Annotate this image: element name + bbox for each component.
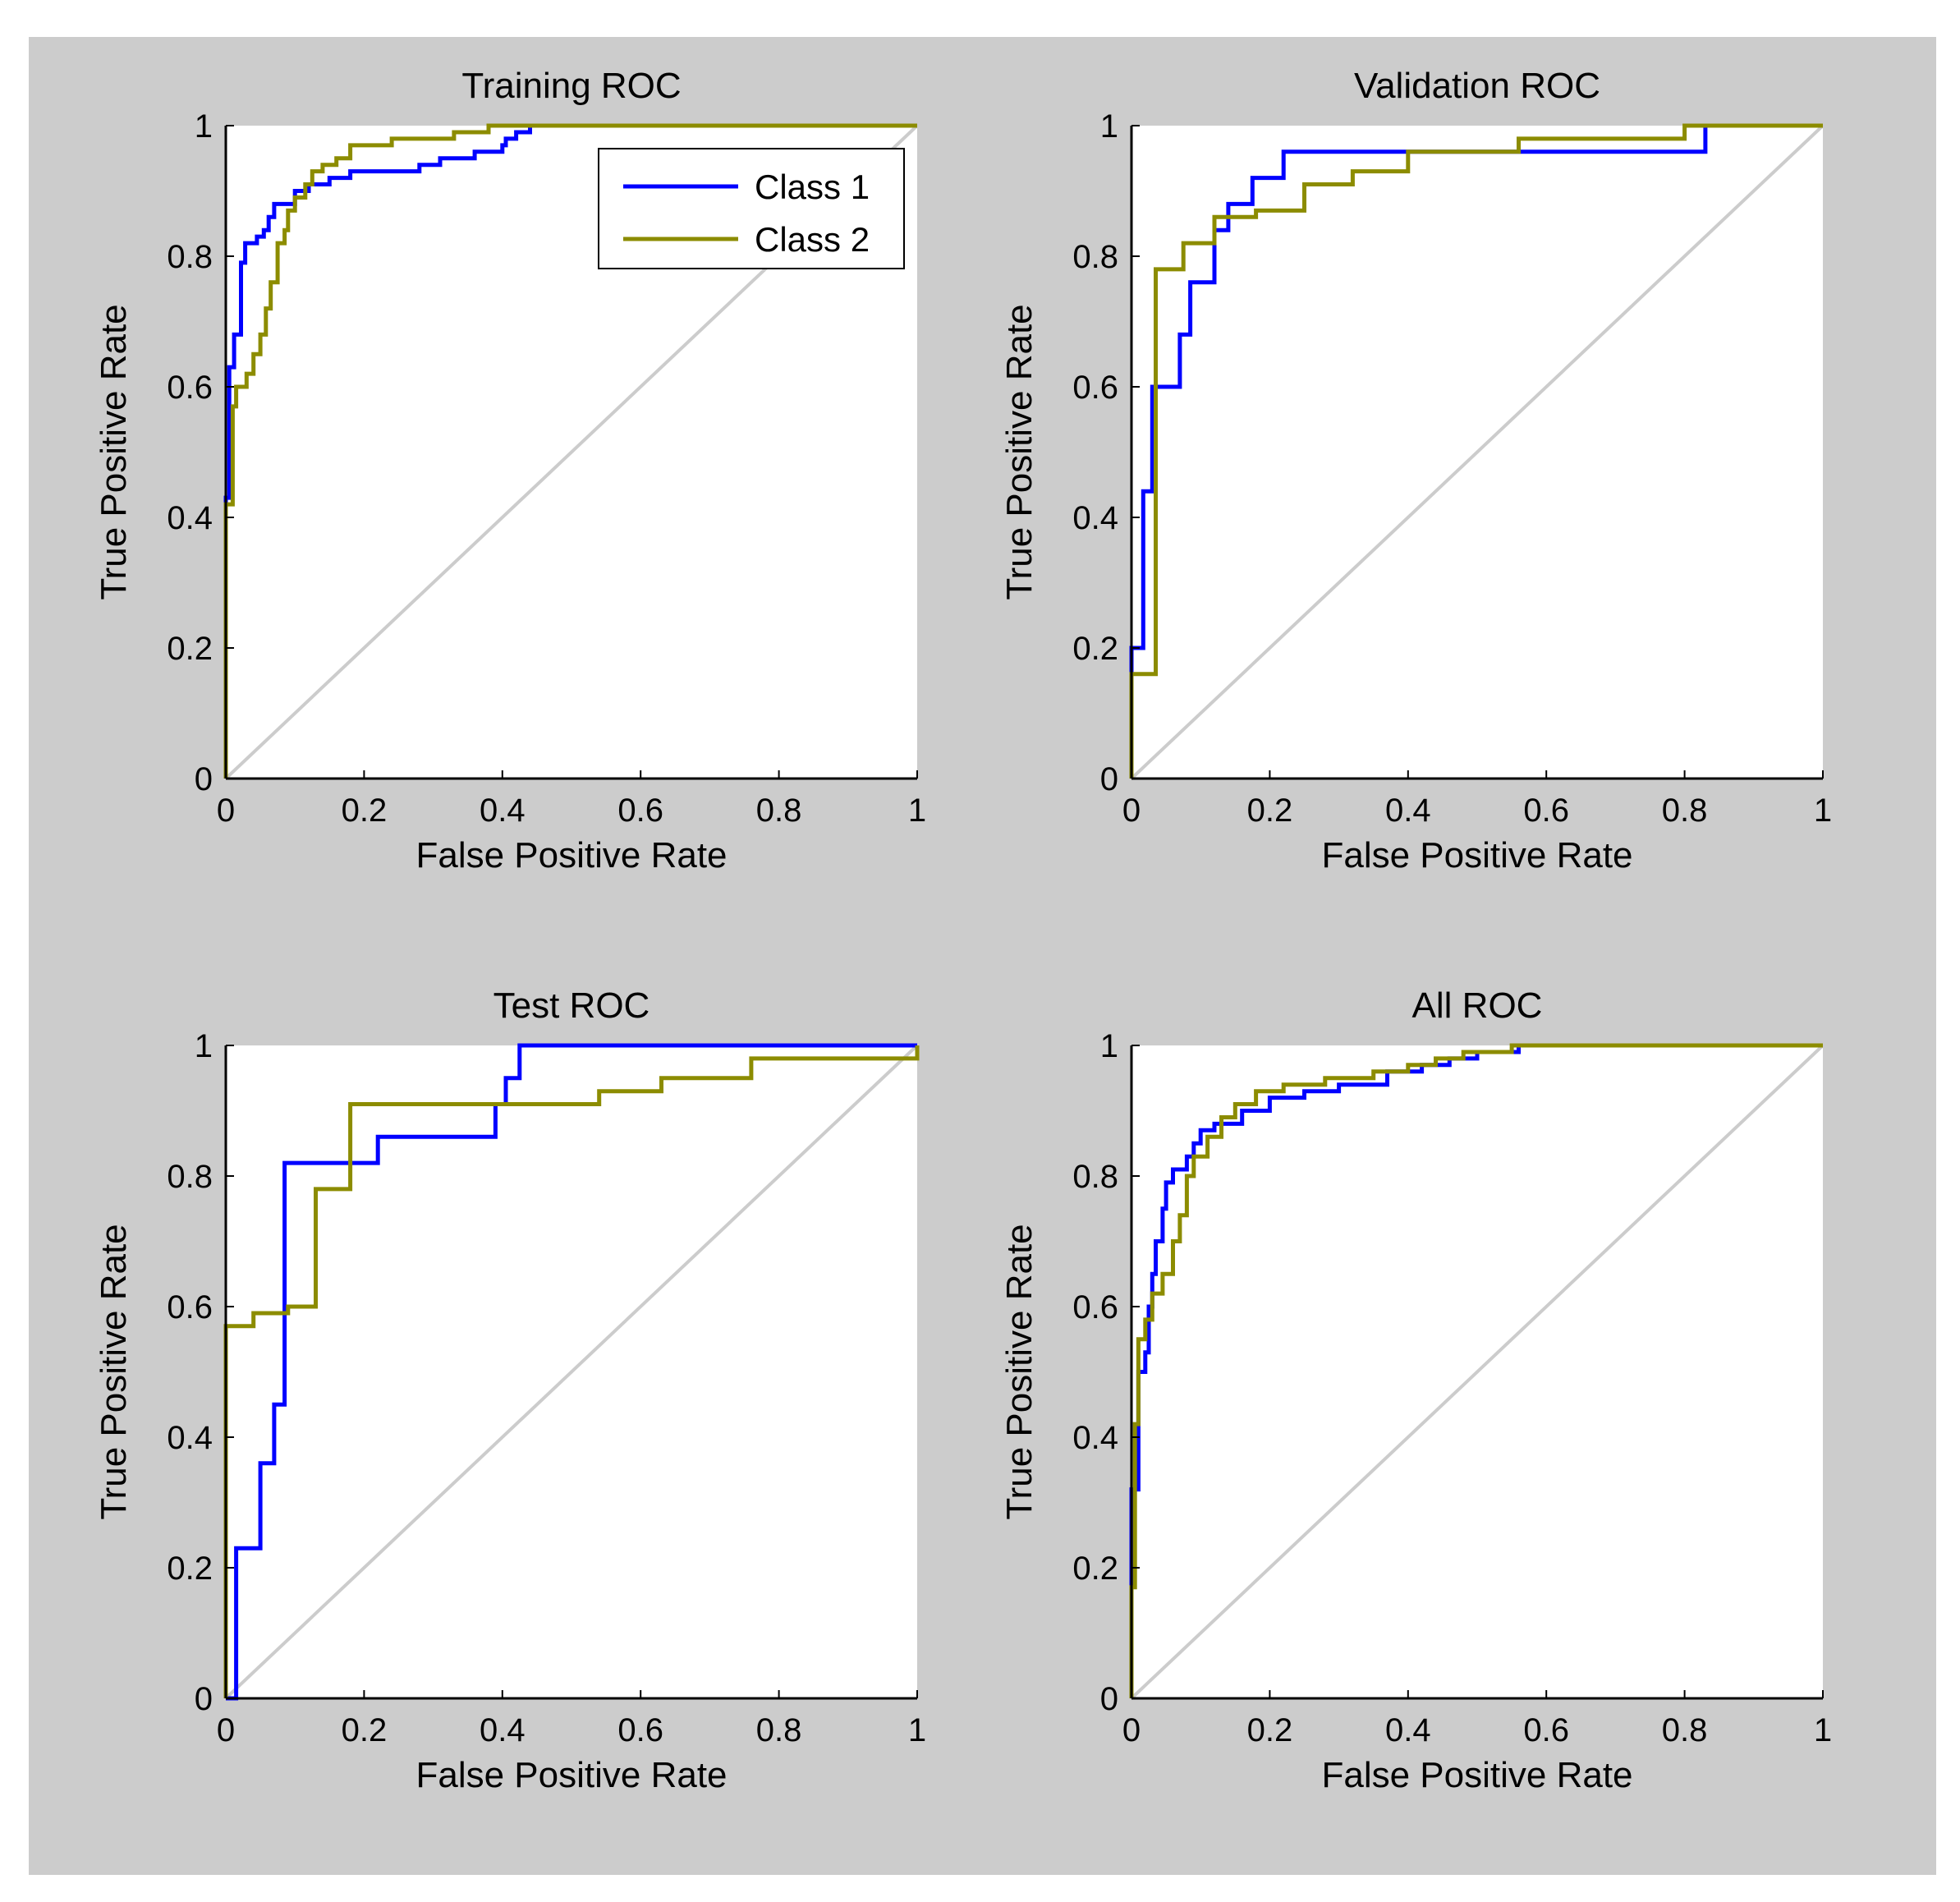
y-tick-label: 0 [1100, 761, 1118, 797]
x-tick-label: 0 [1122, 1712, 1141, 1748]
x-tick-label: 0 [217, 792, 235, 829]
x-tick-label: 1 [908, 792, 926, 829]
figure: 0 0.2 0.4 0.6 0.8 1 0 0.2 0.4 0.6 0.8 1 Training ROC… [29, 37, 1936, 1875]
y-tick-label: 1 [195, 108, 213, 145]
y-tick-label: 0 [1100, 1681, 1118, 1717]
x-tick-label: 0 [217, 1712, 235, 1748]
diagonal-reference-line [1130, 124, 1825, 780]
y-tick-label: 0.2 [167, 631, 213, 667]
x-tick-label: 0.6 [617, 1712, 663, 1748]
series-line-class-2 [1129, 123, 1823, 779]
x-tick-label: 0.6 [617, 792, 663, 829]
y-tick-label: 1 [195, 1028, 213, 1064]
series-line-class-1 [1129, 1043, 1705, 1698]
x-axis-label: False Positive Rate [1321, 835, 1632, 875]
x-tick-label: 0.8 [1662, 792, 1708, 829]
x-tick-label: 0.6 [1523, 1712, 1569, 1748]
y-axis-label: True Positive Rate [999, 1224, 1040, 1519]
x-tick-label: 0.2 [1247, 792, 1293, 829]
roc-panel-4: 0 0.2 0.4 0.6 0.8 1 0 0.2 0.4 0.6 0.8 1 All ROC False… [999, 985, 1832, 1795]
diagonal-reference-line [224, 1044, 919, 1700]
chart-title: All ROC [1412, 985, 1543, 1026]
chart-title: Test ROC [493, 985, 650, 1026]
roc-panel-1: 0 0.2 0.4 0.6 0.8 1 0 0.2 0.4 0.6 0.8 1 Training ROC… [94, 66, 926, 875]
x-tick-label: 0.4 [1385, 792, 1431, 829]
y-tick-label: 0.4 [167, 1420, 213, 1456]
legend-label-class-2: Class 2 [755, 220, 870, 259]
x-tick-label: 0.6 [1523, 792, 1569, 829]
series-line-class-2 [223, 1045, 920, 1698]
roc-figure-svg: 0 0.2 0.4 0.6 0.8 1 0 0.2 0.4 0.6 0.8 1 Training ROC… [94, 66, 1832, 1795]
x-axis-label: False Positive Rate [1321, 1755, 1632, 1795]
y-tick-label: 0.6 [167, 370, 213, 406]
roc-panel-3: 0 0.2 0.4 0.6 0.8 1 0 0.2 0.4 0.6 0.8 1 Test ROC Fals… [94, 985, 926, 1795]
y-tick-label: 0.4 [167, 500, 213, 536]
y-tick-label: 0.6 [1072, 1289, 1118, 1325]
y-axis-label: True Positive Rate [94, 1224, 134, 1519]
series-line-class-2 [1129, 1043, 1823, 1698]
y-axis-label: True Positive Rate [999, 304, 1040, 600]
x-axis-label: False Positive Rate [415, 835, 727, 875]
y-tick-label: 0.2 [1072, 1551, 1118, 1587]
x-tick-label: 0.2 [342, 792, 388, 829]
x-tick-label: 0 [1122, 792, 1141, 829]
chart-title: Validation ROC [1354, 66, 1600, 106]
y-tick-label: 1 [1100, 108, 1118, 145]
y-tick-label: 1 [1100, 1028, 1118, 1064]
legend: Class 1 Class 2 [598, 148, 905, 269]
x-tick-label: 0.8 [756, 1712, 802, 1748]
y-tick-label: 0.4 [1072, 1420, 1118, 1456]
diagonal-reference-line [1130, 1044, 1825, 1700]
y-tick-label: 0 [195, 761, 213, 797]
x-axis-label: False Positive Rate [415, 1755, 727, 1795]
y-axis-label: True Positive Rate [94, 304, 134, 600]
legend-label-class-1: Class 1 [755, 168, 870, 206]
chart-title: Training ROC [461, 66, 681, 106]
series-line-class-2 [223, 123, 917, 779]
y-tick-label: 0.8 [1072, 1159, 1118, 1195]
y-tick-label: 0.6 [1072, 370, 1118, 406]
legend-box [598, 148, 905, 269]
y-tick-label: 0.8 [1072, 239, 1118, 275]
series-line-class-1 [226, 1043, 917, 1701]
x-tick-label: 0.8 [1662, 1712, 1708, 1748]
x-tick-label: 0.2 [1247, 1712, 1293, 1748]
x-tick-label: 1 [908, 1712, 926, 1748]
x-tick-label: 0.4 [480, 792, 526, 829]
x-tick-label: 0.2 [342, 1712, 388, 1748]
y-tick-label: 0.2 [1072, 631, 1118, 667]
y-tick-label: 0.6 [167, 1289, 213, 1325]
y-tick-label: 0.8 [167, 239, 213, 275]
series-line-class-1 [1129, 123, 1823, 779]
y-tick-label: 0 [195, 1681, 213, 1717]
x-tick-label: 0.4 [1385, 1712, 1431, 1748]
series-line-class-1 [223, 123, 627, 779]
y-tick-label: 0.8 [167, 1159, 213, 1195]
y-tick-label: 0.4 [1072, 500, 1118, 536]
y-tick-label: 0.2 [167, 1551, 213, 1587]
x-tick-label: 0.4 [480, 1712, 526, 1748]
roc-panel-2: 0 0.2 0.4 0.6 0.8 1 0 0.2 0.4 0.6 0.8 1 Validation R… [999, 66, 1832, 875]
x-tick-label: 1 [1814, 792, 1832, 829]
x-tick-label: 0.8 [756, 792, 802, 829]
x-tick-label: 1 [1814, 1712, 1832, 1748]
